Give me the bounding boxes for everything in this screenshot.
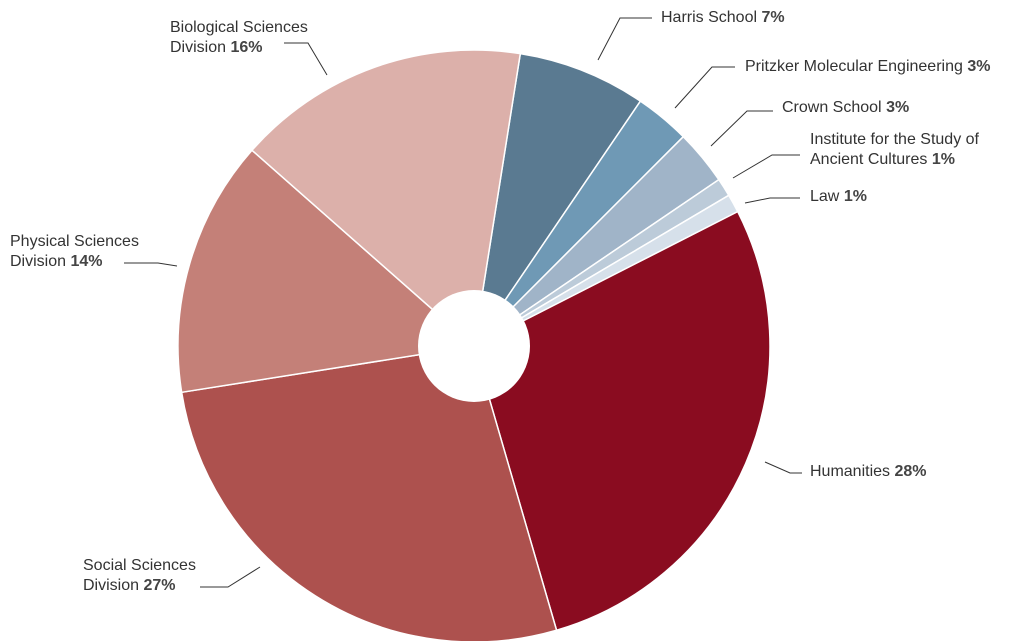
leader-line xyxy=(597,17,652,61)
pie-slice xyxy=(180,345,558,641)
category-name: Crown School xyxy=(782,99,882,116)
value-label: 28% xyxy=(894,463,927,480)
leader-line xyxy=(200,566,261,588)
pie-slice xyxy=(473,210,771,632)
value-label: 1% xyxy=(931,151,955,168)
slice-label: Pritzker Molecular Engineering 3% xyxy=(745,57,1032,77)
leader-line xyxy=(710,110,773,147)
leader-line xyxy=(284,42,328,76)
category-name: Biological Sciences Division xyxy=(170,19,308,56)
leader-line xyxy=(674,66,735,109)
slice-label: Biological Sciences Division 16% xyxy=(170,18,345,58)
pie-slice xyxy=(250,49,522,348)
value-label: 27% xyxy=(143,577,176,594)
leader-line xyxy=(124,262,178,267)
category-name: Humanities xyxy=(810,463,891,480)
donut-hole xyxy=(418,290,530,402)
value-label: 7% xyxy=(761,9,785,26)
value-label: 3% xyxy=(967,58,991,75)
pie-slice xyxy=(177,149,476,394)
leader-line xyxy=(744,197,800,204)
category-name: Law xyxy=(810,188,840,205)
value-label: 3% xyxy=(886,99,910,116)
leader-line xyxy=(764,461,802,474)
slice-label: Social Sciences Division 27% xyxy=(83,556,228,596)
category-name: Institute for the Study of Ancient Cultu… xyxy=(810,131,979,168)
category-name: Pritzker Molecular Engineering xyxy=(745,58,963,75)
slice-label: Institute for the Study of Ancient Cultu… xyxy=(810,130,1000,170)
slice-label: Harris School 7% xyxy=(661,8,961,28)
slice-label: Law 1% xyxy=(810,187,1010,207)
slice-label: Crown School 3% xyxy=(782,98,1022,118)
category-name: Physical Sciences Division xyxy=(10,233,139,270)
value-label: 16% xyxy=(230,39,263,56)
category-name: Harris School xyxy=(661,9,758,26)
slice-label: Physical Sciences Division 14% xyxy=(10,232,175,272)
category-name: Social Sciences Division xyxy=(83,557,196,594)
slice-label: Humanities 28% xyxy=(810,462,1030,482)
pie-slice xyxy=(473,52,642,347)
leader-line xyxy=(732,154,800,179)
value-label: 14% xyxy=(70,253,103,270)
value-label: 1% xyxy=(843,188,867,205)
